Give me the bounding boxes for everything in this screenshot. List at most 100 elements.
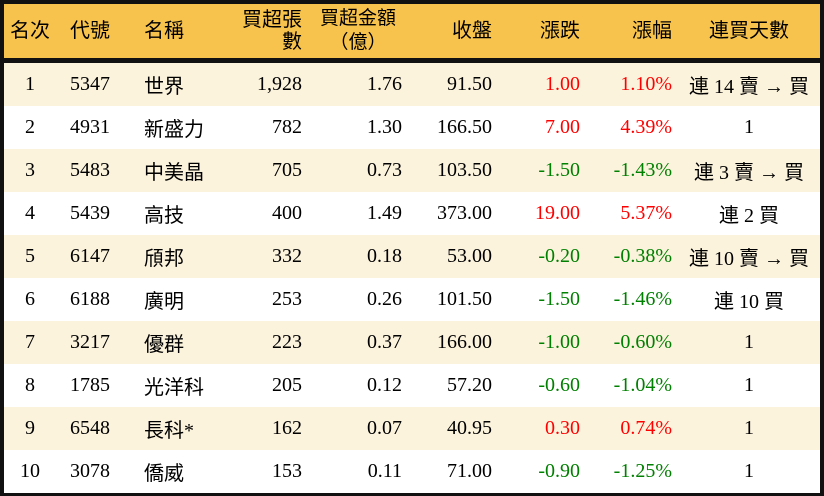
table-row: 1 5347 世界 1,928 1.76 91.50 1.00 1.10% 連 … <box>4 60 820 106</box>
col-header-rank: 名次 <box>4 4 56 63</box>
cell-change-pct: -1.25% <box>613 460 672 482</box>
cell-change: 19.00 <box>535 202 580 224</box>
cell-streak: 1 <box>744 331 754 353</box>
table-row: 4 5439 高技 400 1.49 373.00 19.00 5.37% 連 … <box>4 192 820 235</box>
cell-rank: 2 <box>25 116 35 138</box>
cell-change: 0.30 <box>545 417 580 439</box>
cell-name: 廣明 <box>144 291 184 313</box>
cell-name: 頎邦 <box>144 248 184 270</box>
col-header-volume: 買超張數 <box>242 4 308 63</box>
cell-code: 4931 <box>70 116 110 138</box>
table-row: 3 5483 中美晶 705 0.73 103.50 -1.50 -1.43% … <box>4 149 820 192</box>
col-header-change-pct: 漲幅 <box>586 4 678 63</box>
cell-change-pct: -0.38% <box>613 245 672 267</box>
cell-close: 91.50 <box>447 73 492 95</box>
table-row: 7 3217 優群 223 0.37 166.00 -1.00 -0.60% 1 <box>4 321 820 364</box>
cell-volume: 162 <box>272 417 302 439</box>
cell-rank: 6 <box>25 288 35 310</box>
cell-name: 僑威 <box>144 463 184 485</box>
cell-amount: 0.37 <box>367 331 402 353</box>
cell-streak: 1 <box>744 460 754 482</box>
cell-code: 3078 <box>70 460 110 482</box>
cell-code: 1785 <box>70 374 110 396</box>
cell-streak: 連 10 買 <box>714 291 784 313</box>
col-header-name: 名稱 <box>124 4 242 63</box>
table-row: 10 3078 僑威 153 0.11 71.00 -0.90 -1.25% 1 <box>4 450 820 493</box>
cell-code: 5439 <box>70 202 110 224</box>
cell-streak: 連 10 賣 → 買 <box>689 248 809 270</box>
cell-change: -1.50 <box>538 288 580 310</box>
header-row: 名次 代號 名稱 買超張數 買超金額 （億） 收盤 漲跌 漲幅 連買天數 <box>4 4 820 63</box>
col-header-close: 收盤 <box>408 4 498 63</box>
cell-change: -0.60 <box>538 374 580 396</box>
cell-rank: 9 <box>25 417 35 439</box>
cell-volume: 782 <box>272 116 302 138</box>
table-row: 2 4931 新盛力 782 1.30 166.50 7.00 4.39% 1 <box>4 106 820 149</box>
cell-amount: 0.73 <box>367 159 402 181</box>
table-body: 1 5347 世界 1,928 1.76 91.50 1.00 1.10% 連 … <box>4 60 820 493</box>
table-row: 8 1785 光洋科 205 0.12 57.20 -0.60 -1.04% 1 <box>4 364 820 407</box>
cell-amount: 0.26 <box>367 288 402 310</box>
cell-streak: 連 14 賣 → 買 <box>689 76 809 98</box>
cell-name: 優群 <box>144 334 184 356</box>
cell-code: 6188 <box>70 288 110 310</box>
col-header-streak: 連買天數 <box>678 4 820 63</box>
table-row: 5 6147 頎邦 332 0.18 53.00 -0.20 -0.38% 連 … <box>4 235 820 278</box>
col-header-amount-line1: 買超金額 <box>319 8 396 30</box>
cell-close: 40.95 <box>447 417 492 439</box>
col-header-amount-line2: （億） <box>329 32 387 53</box>
cell-change-pct: 4.39% <box>620 116 672 138</box>
cell-volume: 205 <box>272 374 302 396</box>
cell-rank: 1 <box>25 73 35 95</box>
cell-volume: 332 <box>272 245 302 267</box>
cell-streak: 1 <box>744 417 754 439</box>
data-table: 名次 代號 名稱 買超張數 買超金額 （億） 收盤 漲跌 漲幅 連買天數 1 5… <box>4 4 820 493</box>
cell-change: 7.00 <box>545 116 580 138</box>
cell-close: 71.00 <box>447 460 492 482</box>
cell-rank: 10 <box>20 460 40 482</box>
cell-rank: 4 <box>25 202 35 224</box>
cell-rank: 3 <box>25 159 35 181</box>
cell-change: -1.50 <box>538 159 580 181</box>
cell-volume: 400 <box>272 202 302 224</box>
cell-close: 166.50 <box>437 116 492 138</box>
cell-change-pct: -1.43% <box>613 159 672 181</box>
cell-name: 新盛力 <box>144 119 204 141</box>
cell-close: 103.50 <box>437 159 492 181</box>
cell-volume: 253 <box>272 288 302 310</box>
cell-close: 101.50 <box>437 288 492 310</box>
cell-code: 6548 <box>70 417 110 439</box>
cell-code: 5347 <box>70 73 110 95</box>
cell-amount: 1.30 <box>367 116 402 138</box>
cell-change: -0.20 <box>538 245 580 267</box>
cell-change-pct: -1.46% <box>613 288 672 310</box>
cell-amount: 0.07 <box>367 417 402 439</box>
cell-close: 57.20 <box>447 374 492 396</box>
cell-change-pct: -0.60% <box>613 331 672 353</box>
cell-code: 5483 <box>70 159 110 181</box>
cell-code: 6147 <box>70 245 110 267</box>
cell-name: 光洋科 <box>144 377 204 399</box>
cell-streak: 連 3 賣 → 買 <box>694 162 804 184</box>
cell-change: -1.00 <box>538 331 580 353</box>
cell-amount: 0.18 <box>367 245 402 267</box>
cell-rank: 8 <box>25 374 35 396</box>
cell-volume: 153 <box>272 460 302 482</box>
cell-name: 中美晶 <box>144 162 204 184</box>
cell-change: -0.90 <box>538 460 580 482</box>
cell-close: 53.00 <box>447 245 492 267</box>
cell-change-pct: 5.37% <box>620 202 672 224</box>
cell-close: 166.00 <box>437 331 492 353</box>
col-header-change: 漲跌 <box>498 4 586 63</box>
cell-streak: 1 <box>744 116 754 138</box>
cell-change-pct: -1.04% <box>613 374 672 396</box>
table-row: 9 6548 長科* 162 0.07 40.95 0.30 0.74% 1 <box>4 407 820 450</box>
cell-close: 373.00 <box>437 202 492 224</box>
cell-volume: 1,928 <box>257 73 302 95</box>
cell-change: 1.00 <box>545 73 580 95</box>
cell-volume: 223 <box>272 331 302 353</box>
cell-amount: 0.12 <box>367 374 402 396</box>
cell-amount: 1.76 <box>367 73 402 95</box>
table-row: 6 6188 廣明 253 0.26 101.50 -1.50 -1.46% 連… <box>4 278 820 321</box>
